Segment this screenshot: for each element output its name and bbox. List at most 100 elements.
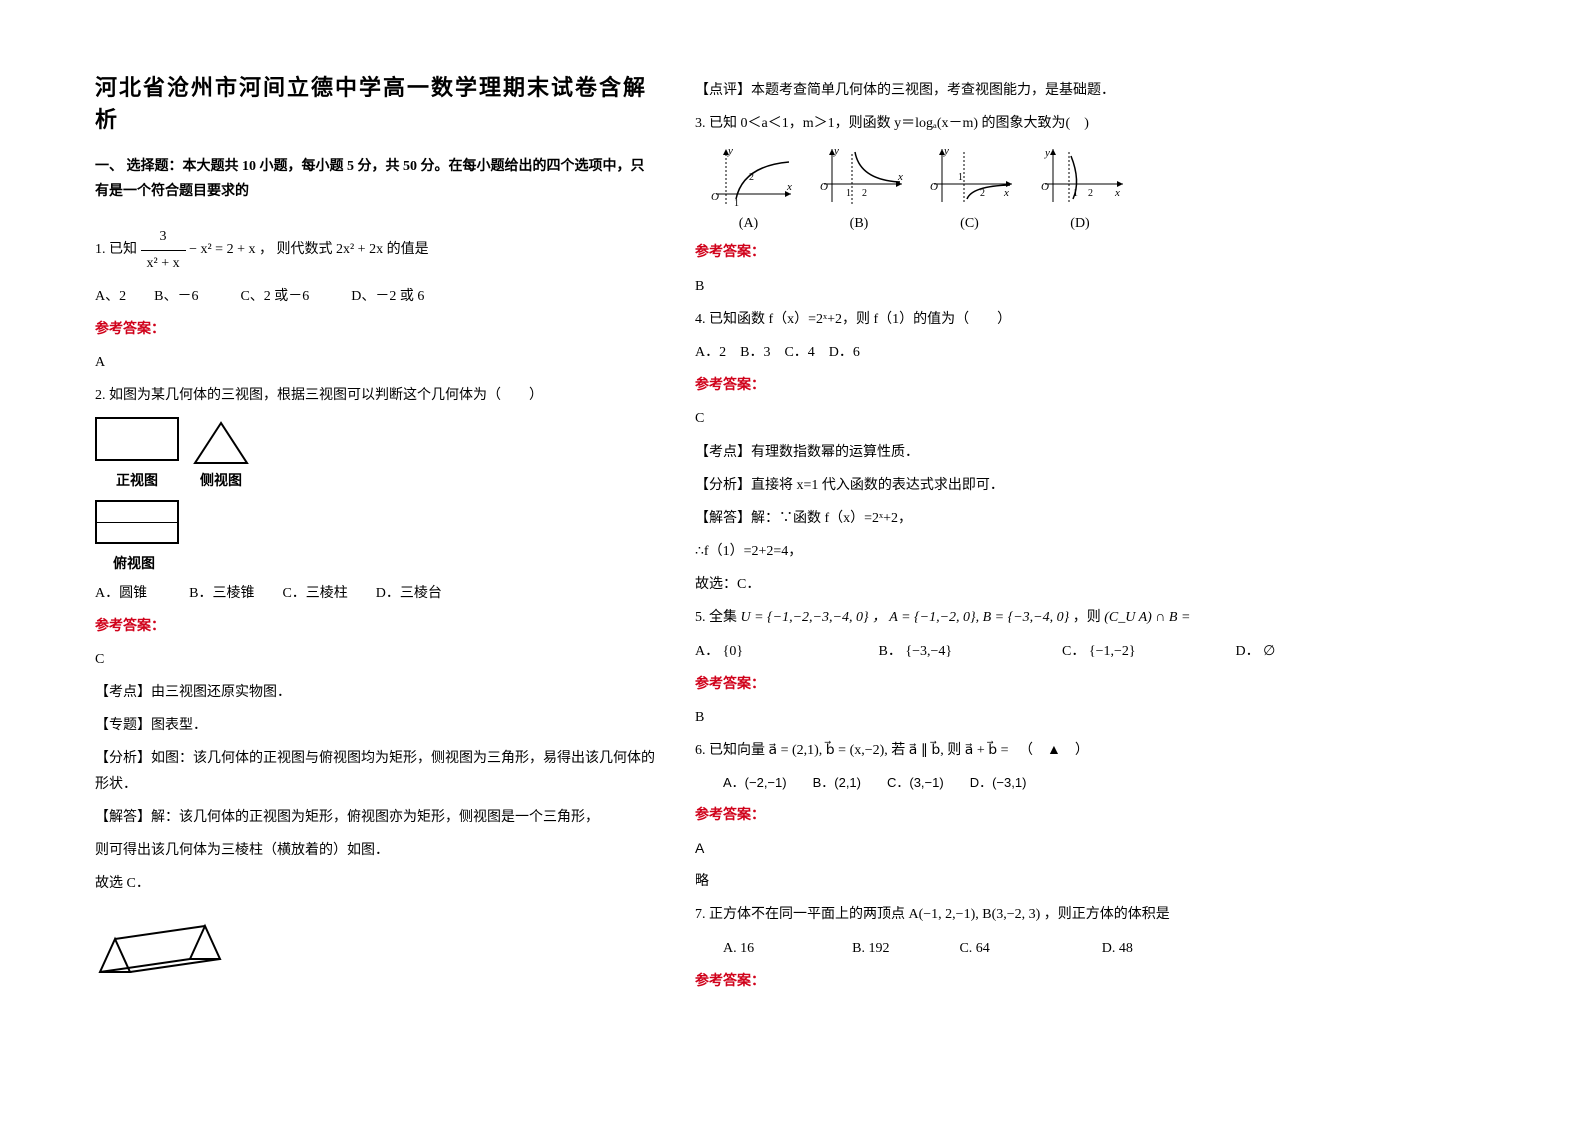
svg-text:x: x <box>786 181 792 193</box>
svg-text:x: x <box>897 171 903 183</box>
q3-opt-a-label: (A) <box>701 216 796 232</box>
svg-text:1: 1 <box>1073 188 1078 199</box>
q1-text2: ， 则代数式 2x² + 2x 的值是 <box>259 242 429 257</box>
q3-answer: B <box>695 274 1335 299</box>
q4-analysis: 【分析】直接将 x=1 代入函数的表达式求出即可． <box>695 473 1335 498</box>
q5-opt-b: {−3,−4} <box>905 644 952 659</box>
svg-text:y: y <box>943 145 949 157</box>
q2-exam-point: 【考点】由三视图还原实物图． <box>95 680 655 705</box>
svg-text:O: O <box>1041 181 1049 193</box>
svg-text:x: x <box>1003 187 1009 199</box>
zheng-view-box <box>95 417 179 461</box>
q5-opt-a-prefix: A． <box>695 644 719 659</box>
left-column: 河北省沧州市河间立德中学高一数学理期末试卷含解析 一、 选择题：本大题共 10 … <box>95 70 655 1002</box>
q1-rhs: − x² = 2 + x <box>189 242 255 257</box>
q2-answer-label: 参考答案： <box>95 614 655 639</box>
q5-prefix: 5. 全集 <box>695 610 737 625</box>
ce-view-label: 侧视图 <box>193 470 249 490</box>
q4-options: A．2 B．3 C．4 D．6 <box>695 340 1335 365</box>
q1-answer: A <box>95 350 655 375</box>
svg-text:O: O <box>820 181 828 193</box>
q4-solution-2: ∴f（1）=2+2=4， <box>695 539 1335 564</box>
q5-AB: ， A = {−1,−2, 0}, B = {−3,−4, 0} <box>872 610 1069 625</box>
svg-text:O: O <box>711 191 719 203</box>
q3-opt-d-label: (D) <box>1033 216 1128 232</box>
q7-options: A. 16 B. 192 C. 64 D. 48 <box>695 936 1335 961</box>
q4-solution-1: 【解答】解：∵函数 f（x）=2ˣ+2， <box>695 506 1335 531</box>
q5-opt-a: {0} <box>723 644 743 659</box>
prism-diagram <box>95 904 225 984</box>
q5-opt-d: ∅ <box>1263 644 1275 659</box>
svg-text:y: y <box>833 145 839 157</box>
q6-answer-label: 参考答案： <box>695 803 1335 828</box>
q3-option-a: O 1 2 y x (A) <box>701 144 796 232</box>
q1-options: A、2 B、－6 C、2 或－6 D、－2 或 6 <box>95 284 655 309</box>
right-column: 【点评】本题考查简单几何体的三视图，考查视图能力，是基础题． 3. 已知 0＜a… <box>695 70 1335 1002</box>
q5-then: ，则 <box>1073 610 1101 625</box>
svg-text:O: O <box>930 181 938 193</box>
q2-solution-2: 则可得出该几何体为三棱柱（横放着的）如图． <box>95 838 655 863</box>
q4-answer: C <box>695 406 1335 431</box>
q5-stem: 5. 全集 U = {−1,−2,−3,−4, 0} ， A = {−1,−2,… <box>695 605 1335 630</box>
q2-options: A．圆锥 B．三棱锥 C．三棱柱 D．三棱台 <box>95 581 655 606</box>
svg-text:2: 2 <box>749 172 754 183</box>
q5-expr: (C_U A) ∩ B = <box>1104 610 1190 625</box>
q1-stem: 1. 已知 3 x² + x − x² = 2 + x ， 则代数式 2x² +… <box>95 224 655 275</box>
q3-answer-label: 参考答案： <box>695 240 1335 265</box>
q7-answer-label: 参考答案： <box>695 969 1335 994</box>
svg-text:1: 1 <box>958 172 963 183</box>
svg-text:y: y <box>727 145 733 157</box>
zheng-view-label: 正视图 <box>95 470 179 490</box>
q5-opt-b-prefix: B． <box>879 644 902 659</box>
q5-answer: B <box>695 705 1335 730</box>
q3-graphs: O 1 2 y x (A) O 1 2 y x <box>695 144 1335 232</box>
q3-opt-b-label: (B) <box>812 216 907 232</box>
q3-stem: 3. 已知 0＜a＜1，m＞1，则函数 y＝logₐ(x－m) 的图象大致为( … <box>695 111 1335 136</box>
q5-answer-label: 参考答案： <box>695 672 1335 697</box>
q1-fraction: 3 x² + x <box>141 224 186 275</box>
svg-text:1: 1 <box>846 188 851 199</box>
q5-U: U = {−1,−2,−3,−4, 0} <box>741 610 869 625</box>
q6-options: A．(−2,−1) B．(2,1) C．(3,−1) D．(−3,1) <box>695 771 1335 794</box>
q5-opt-d-prefix: D． <box>1236 644 1260 659</box>
q2-solution-3: 故选 C． <box>95 871 655 896</box>
svg-text:2: 2 <box>980 188 985 199</box>
q4-exam-point: 【考点】有理数指数幂的运算性质． <box>695 440 1335 465</box>
ce-view-triangle <box>193 421 249 465</box>
q2-solution-1: 【解答】解：该几何体的正视图为矩形，俯视图亦为矩形，侧视图是一个三角形， <box>95 805 655 830</box>
q4-stem: 4. 已知函数 f（x）=2ˣ+2，则 f（1）的值为（ ） <box>695 307 1335 332</box>
three-views-diagram: 正视图 侧视图 俯视图 <box>95 417 655 573</box>
q2-stem: 2. 如图为某几何体的三视图，根据三视图可以判断这个几何体为（ ） <box>95 383 655 408</box>
q2-answer: C <box>95 647 655 672</box>
q1-prefix: 1. 已知 <box>95 242 141 257</box>
svg-text:x: x <box>1114 187 1120 199</box>
svg-text:2: 2 <box>1088 188 1093 199</box>
q6-solution: 略 <box>695 869 1335 894</box>
q3-opt-c-label: (C) <box>922 216 1017 232</box>
svg-text:2: 2 <box>862 188 867 199</box>
page-root: 河北省沧州市河间立德中学高一数学理期末试卷含解析 一、 选择题：本大题共 10 … <box>0 0 1587 1042</box>
svg-text:1: 1 <box>734 198 739 209</box>
q7-stem: 7. 正方体不在同一平面上的两顶点 A(−1, 2,−1), B(3,−2, 3… <box>695 902 1335 927</box>
q5-opt-c: {−1,−2} <box>1089 644 1136 659</box>
q6-answer: A <box>695 836 1335 861</box>
q6-stem: 6. 已知向量 a⃗ = (2,1), b⃗ = (x,−2), 若 a⃗ ∥ … <box>695 738 1335 763</box>
q3-option-c: O 1 2 y x (C) <box>922 144 1017 232</box>
page-title: 河北省沧州市河间立德中学高一数学理期末试卷含解析 <box>95 70 655 134</box>
q1-frac-num: 3 <box>141 224 186 250</box>
q5-opt-c-prefix: C． <box>1062 644 1085 659</box>
q1-answer-label: 参考答案： <box>95 317 655 342</box>
q4-solution-3: 故选：C． <box>695 572 1335 597</box>
fu-view-label: 俯视图 <box>95 553 655 573</box>
q3-option-d: O 1 2 y x (D) <box>1033 144 1128 232</box>
q4-answer-label: 参考答案： <box>695 373 1335 398</box>
q2-comment: 【点评】本题考查简单几何体的三视图，考查视图能力，是基础题． <box>695 78 1335 103</box>
q2-analysis: 【分析】如图：该几何体的正视图与俯视图均为矩形，侧视图为三角形，易得出该几何体的… <box>95 746 655 796</box>
q1-frac-den: x² + x <box>141 251 186 276</box>
section-one-heading: 一、 选择题：本大题共 10 小题，每小题 5 分，共 50 分。在每小题给出的… <box>95 154 655 204</box>
q2-topic: 【专题】图表型． <box>95 713 655 738</box>
svg-text:y: y <box>1044 147 1050 159</box>
fu-view-box <box>95 500 179 544</box>
q3-option-b: O 1 2 y x (B) <box>812 144 907 232</box>
q5-options: A． {0} B． {−3,−4} C． {−1,−2} D． ∅ <box>695 639 1335 664</box>
